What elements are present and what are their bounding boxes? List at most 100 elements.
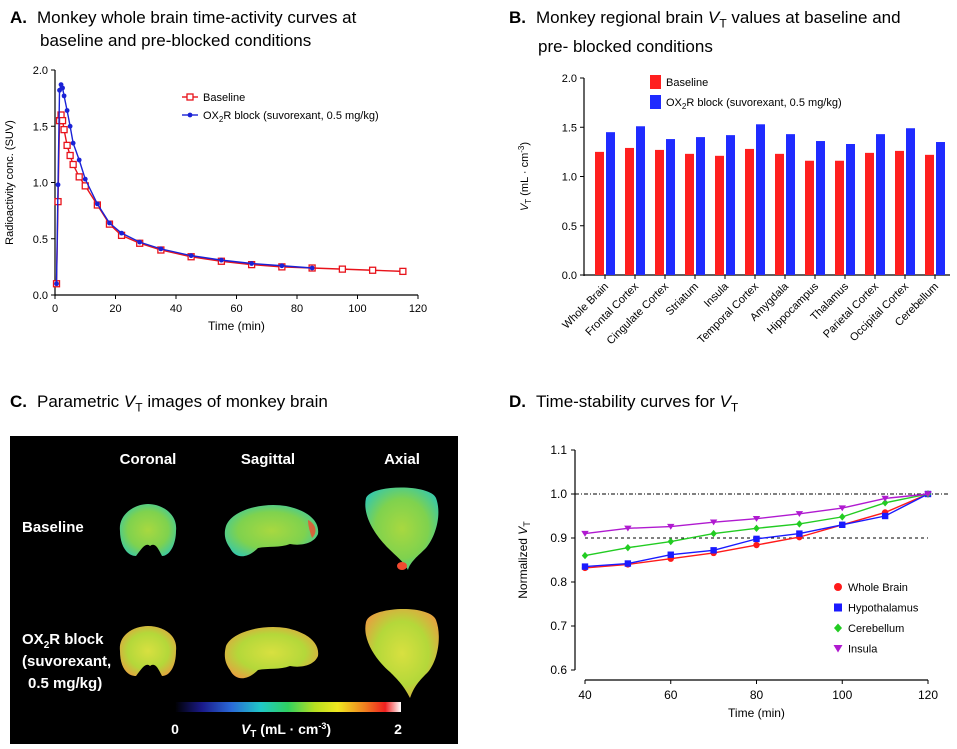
mri-canvas: Coronal Sagittal Axial Baseline OX2R blo… (22, 451, 439, 740)
colorbar-max: 2 (394, 721, 402, 737)
mri-row-block-post: R block (49, 631, 104, 648)
data-point (55, 116, 64, 125)
legend-label: Cerebellum (848, 623, 904, 635)
x-tick-label: Whole Brain (560, 281, 611, 332)
data-point (279, 263, 285, 269)
panel-c-letter: C. (10, 392, 27, 411)
data-point (710, 529, 717, 538)
data-point (188, 253, 194, 259)
data-point (218, 257, 224, 263)
data-point (796, 530, 803, 537)
data-point (308, 264, 316, 272)
data-point (81, 182, 89, 190)
bar (756, 124, 765, 275)
data-point (55, 182, 61, 188)
colorbar-min: 0 (171, 721, 179, 737)
legend-marker (834, 603, 842, 612)
bar (726, 135, 735, 275)
y-tick-label: 1.5 (562, 122, 577, 134)
colorbar (175, 702, 401, 712)
bar (876, 134, 885, 275)
panel-b-letter: B. (509, 8, 526, 27)
bar (936, 142, 945, 275)
brain-baseline-sagittal-hotspot (308, 520, 316, 538)
data-point (881, 495, 889, 502)
data-point (795, 511, 804, 517)
data-point (70, 140, 76, 146)
legend-label-sub: 2 (682, 102, 687, 111)
legend-label-pre: Baseline (203, 92, 245, 104)
brain-baseline-coronal (119, 504, 177, 556)
x-tick-label: Thalamus (808, 280, 851, 323)
data-point (57, 87, 62, 93)
legend-marker (187, 112, 193, 118)
data-point (624, 525, 632, 532)
data-point (839, 513, 846, 521)
legend-label: Baseline (666, 77, 708, 89)
series-line (55, 82, 313, 284)
data-point (710, 547, 717, 554)
colorbar-label-end: ) (326, 721, 331, 737)
series-line (584, 493, 929, 535)
bar (925, 154, 934, 275)
bar (625, 147, 634, 275)
panel-d-title: D. Time-stability curves for VT (509, 390, 738, 419)
data-point (710, 549, 717, 557)
brain-block-axial (365, 608, 439, 698)
data-point (158, 246, 164, 252)
x-tick-label: Cingulate Cortex (605, 280, 672, 347)
data-point (399, 267, 407, 276)
colorbar-label-sup: -3 (318, 721, 326, 731)
data-point (66, 151, 74, 160)
y-axis-title: Normalized VT (516, 521, 532, 599)
mri-row-block-pre: OX (22, 631, 44, 648)
bar (696, 137, 705, 275)
bar (786, 134, 795, 275)
data-point (581, 551, 589, 560)
x-axis-title: Time (min) (728, 706, 785, 720)
bar (816, 141, 825, 275)
y-axis-title-post: (mL · cm (519, 153, 531, 199)
panel-a-title-line2: baseline and pre-blocked conditions (40, 31, 312, 50)
brain-block-coronal (119, 626, 177, 676)
panel-c-title-sub: T (135, 400, 143, 415)
mri-col-coronal: Coronal (120, 451, 177, 468)
x-tick-label: Hippocampus (765, 280, 821, 336)
mri-row-block-line2: (suvorexant, (22, 653, 111, 670)
series-line (584, 493, 929, 568)
data-point (67, 123, 73, 129)
legend-label: Baseline (203, 92, 245, 104)
legend-label-post: R block (suvorexant, 0.5 mg/kg) (223, 110, 378, 122)
x-tick-label: 40 (578, 688, 592, 702)
y-tick-label: 2.0 (562, 73, 577, 85)
y-tick-label: 1.5 (33, 121, 48, 133)
x-tick-label: Cerebellum (893, 281, 941, 329)
bar (655, 149, 664, 275)
y-tick-label: 0.7 (550, 619, 567, 633)
mri-row-block-sub: 2 (44, 640, 50, 651)
bar (775, 153, 784, 275)
legend-label: OX2R block (suvorexant, 0.5 mg/kg) (203, 110, 379, 124)
mri-row-block-line3: 0.5 mg/kg) (28, 675, 102, 692)
data-point (58, 82, 64, 88)
legend-label-pre: Baseline (666, 77, 708, 89)
series-line (55, 112, 403, 284)
y-tick-label: 0.0 (562, 270, 577, 282)
colorbar-label: VT (mL · cm-3) (241, 721, 331, 740)
colorbar-label-var: V (241, 721, 252, 737)
data-point (338, 265, 347, 273)
legend-label-post: R block (suvorexant, 0.5 mg/kg) (686, 97, 841, 109)
x-tick-label: Amygdala (748, 280, 792, 324)
data-point (309, 265, 315, 271)
bar (595, 151, 604, 275)
panel-c-title-post: images of monkey brain (142, 392, 328, 411)
legend-marker (186, 93, 194, 101)
data-point (54, 197, 62, 206)
y-tick-label: 1.0 (562, 172, 577, 184)
x-axis-title: Time (min) (208, 319, 265, 333)
panel-c-title-pre: Parametric (37, 392, 124, 411)
data-point (667, 537, 674, 546)
data-point (54, 281, 59, 287)
data-point (64, 108, 70, 113)
y-tick-label: 0.5 (562, 221, 577, 233)
